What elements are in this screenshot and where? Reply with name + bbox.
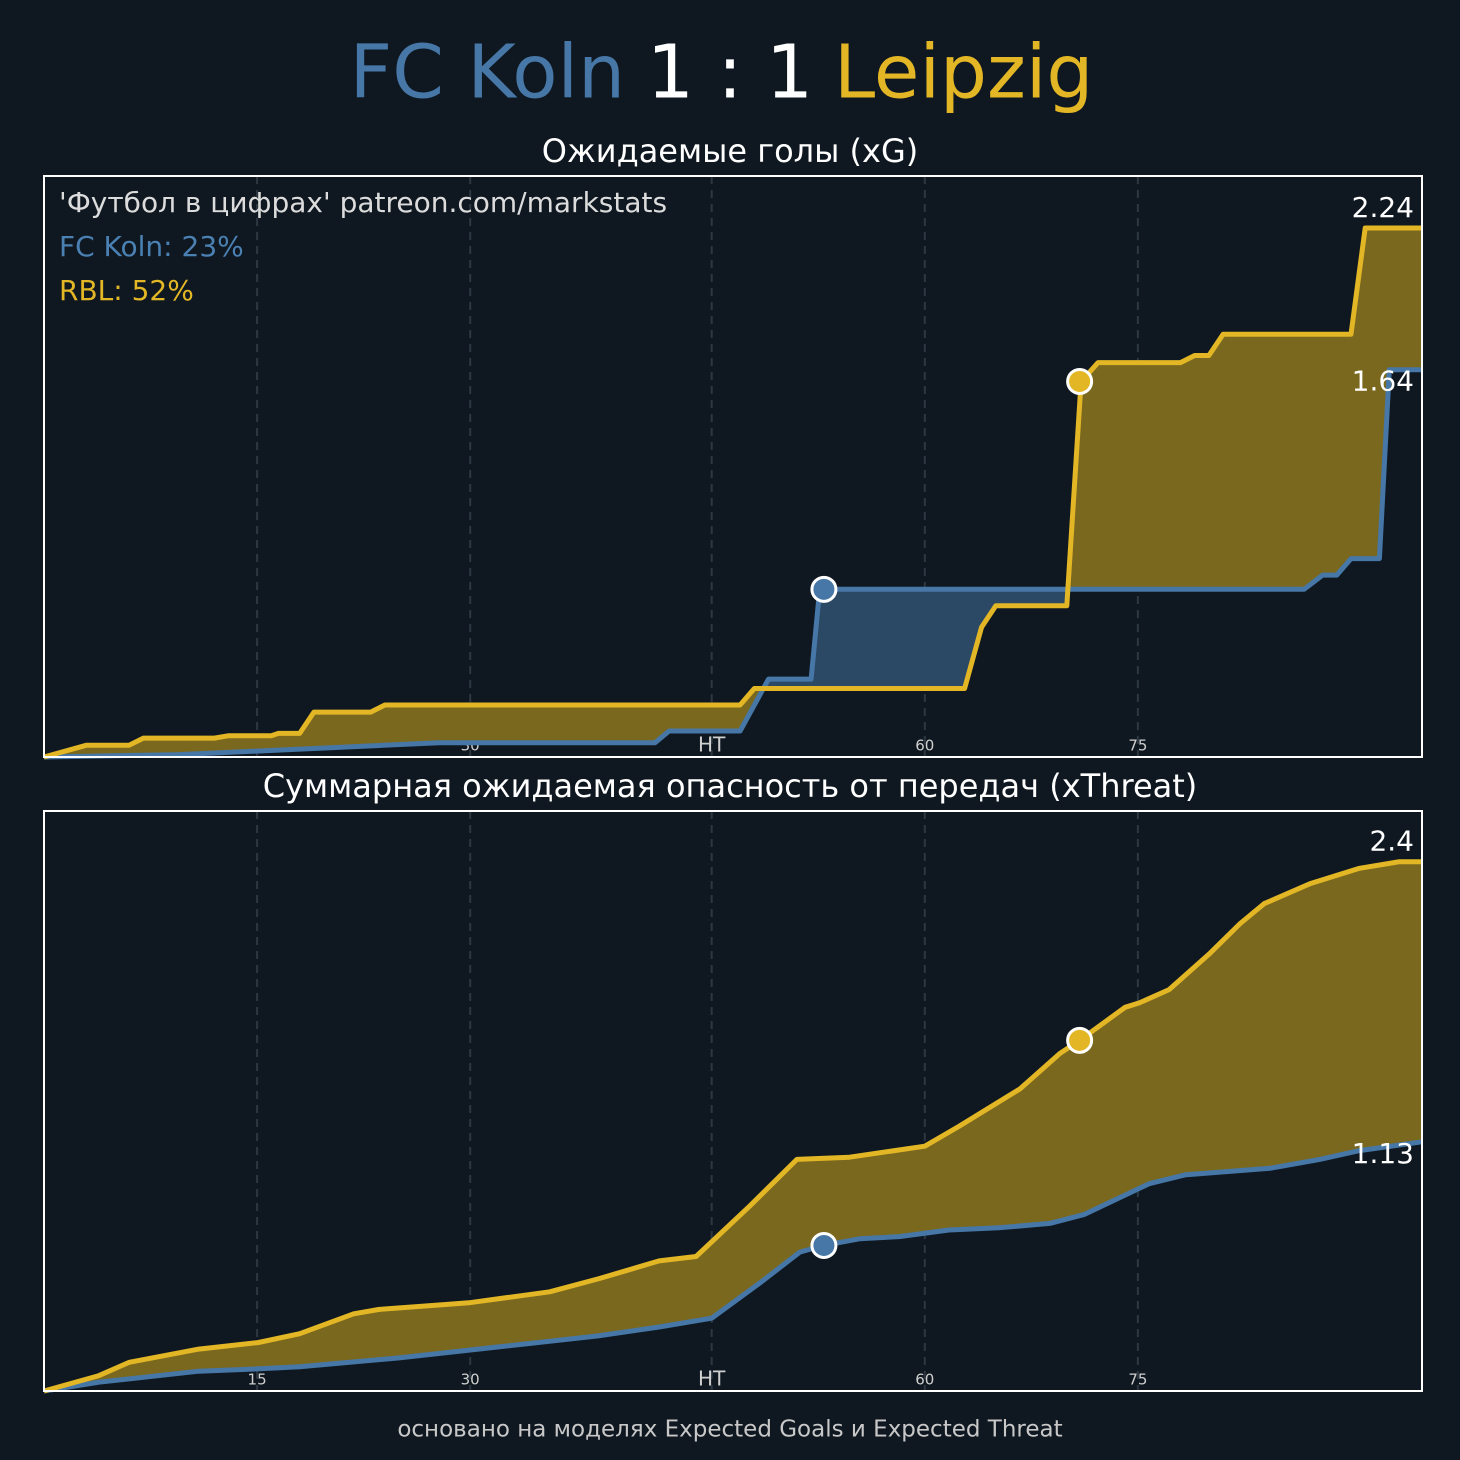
score: 1 : 1 bbox=[647, 30, 813, 116]
series-line bbox=[43, 859, 1422, 1394]
x-tick-label: 60 bbox=[915, 737, 934, 755]
chart-title: Ожидаемые голы (xG) bbox=[542, 132, 918, 170]
end-value-label: 1.13 bbox=[1352, 1137, 1414, 1170]
series-line bbox=[43, 225, 1422, 760]
x-tick-label: 75 bbox=[1128, 737, 1147, 755]
home-team: FC Koln bbox=[350, 30, 625, 116]
goal-marker bbox=[1066, 367, 1094, 395]
annotation: 'Футбол в цифрах' patreon.com/markstats bbox=[59, 186, 667, 219]
away-team: Leipzig bbox=[834, 30, 1093, 116]
goal-marker bbox=[810, 1231, 838, 1259]
x-tick-label: 60 bbox=[915, 1371, 934, 1389]
end-value-label: 1.64 bbox=[1352, 365, 1414, 398]
x-tick-label: 75 bbox=[1128, 1371, 1147, 1389]
footer: основано на моделях Expected Goals и Exp… bbox=[397, 1417, 1062, 1443]
end-value-label: 2.4 bbox=[1369, 825, 1414, 858]
x-tick-label: HT bbox=[698, 1367, 726, 1391]
annotation: FC Koln: 23% bbox=[59, 230, 244, 263]
series-line bbox=[43, 367, 1422, 760]
annotation: RBL: 52% bbox=[59, 274, 194, 307]
goal-marker bbox=[1066, 1026, 1094, 1054]
panel-border bbox=[43, 175, 1423, 758]
end-value-label: 2.24 bbox=[1352, 191, 1414, 224]
goal-marker bbox=[810, 575, 838, 603]
panel-border bbox=[43, 810, 1423, 1392]
x-tick-label: HT bbox=[698, 733, 726, 757]
x-tick-label: 15 bbox=[248, 1371, 267, 1389]
x-tick-label: 30 bbox=[461, 1371, 480, 1389]
chart-title: Суммарная ожидаемая опасность от передач… bbox=[263, 767, 1198, 805]
